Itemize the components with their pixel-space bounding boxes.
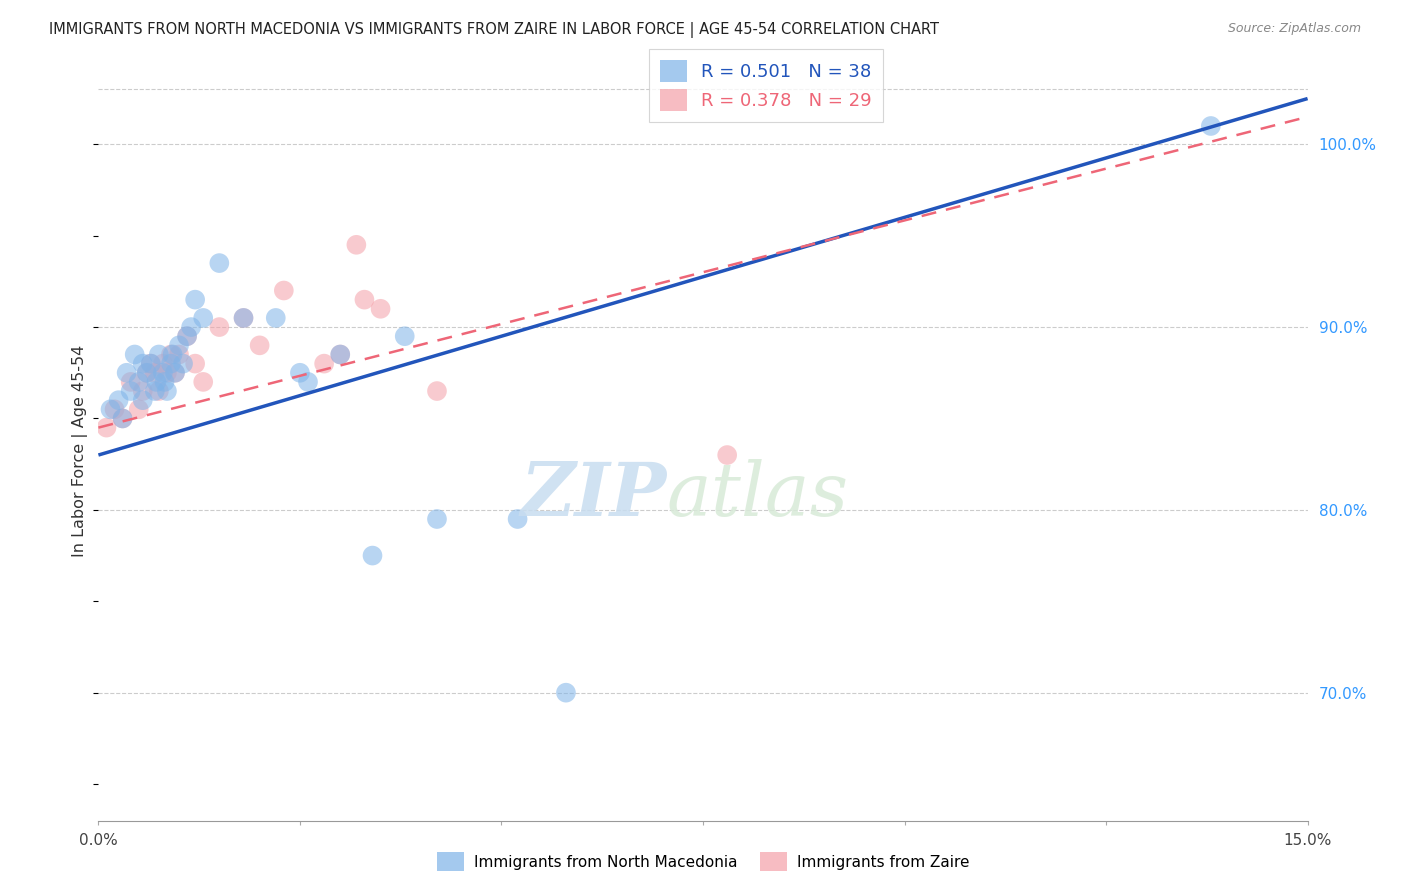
Point	[135, 366, 157, 380]
Text: IMMIGRANTS FROM NORTH MACEDONIA VS IMMIGRANTS FROM ZAIRE IN LABOR FORCE | AGE 45: IMMIGRANTS FROM NORTH MACEDONIA VS IMMIG…	[49, 22, 939, 38]
Point	[160, 357, 183, 371]
Point	[208, 320, 231, 334]
Text: Source: ZipAtlas.com: Source: ZipAtlas.com	[1227, 22, 1361, 36]
Point	[184, 293, 207, 307]
Point	[394, 329, 416, 343]
Point	[143, 366, 166, 380]
Point	[107, 393, 129, 408]
Point	[273, 284, 295, 298]
Point	[160, 347, 183, 361]
Legend: R = 0.501   N = 38, R = 0.378   N = 29: R = 0.501 N = 38, R = 0.378 N = 29	[648, 49, 883, 122]
Point	[193, 310, 215, 325]
Point	[176, 329, 198, 343]
Point	[180, 320, 202, 334]
Point	[145, 375, 167, 389]
Point	[1199, 119, 1222, 133]
Point	[163, 366, 186, 380]
Point	[120, 384, 142, 398]
Point	[370, 301, 392, 316]
Point	[176, 329, 198, 343]
Point	[103, 402, 125, 417]
Point	[172, 357, 194, 371]
Point	[167, 338, 190, 352]
Point	[148, 384, 170, 398]
Point	[124, 347, 146, 361]
Point	[329, 347, 352, 361]
Point	[716, 448, 738, 462]
Text: atlas: atlas	[666, 458, 849, 531]
Point	[111, 411, 134, 425]
Point	[143, 384, 166, 398]
Point	[314, 357, 336, 371]
Point	[153, 375, 176, 389]
Point	[232, 310, 254, 325]
Point	[426, 512, 449, 526]
Text: ZIP: ZIP	[520, 458, 666, 531]
Point	[156, 384, 179, 398]
Point	[249, 338, 271, 352]
Point	[132, 357, 155, 371]
Point	[148, 347, 170, 361]
Point	[344, 237, 367, 252]
Point	[163, 366, 186, 380]
Point	[152, 357, 174, 371]
Point	[139, 357, 162, 371]
Point	[115, 366, 138, 380]
Legend: Immigrants from North Macedonia, Immigrants from Zaire: Immigrants from North Macedonia, Immigra…	[430, 847, 976, 877]
Point	[232, 310, 254, 325]
Point	[139, 357, 162, 371]
Y-axis label: In Labor Force | Age 45-54: In Labor Force | Age 45-54	[72, 344, 87, 557]
Point	[96, 420, 118, 434]
Point	[167, 347, 190, 361]
Point	[361, 549, 384, 563]
Point	[111, 411, 134, 425]
Point	[264, 310, 287, 325]
Point	[120, 375, 142, 389]
Point	[353, 293, 375, 307]
Point	[208, 256, 231, 270]
Point	[156, 366, 179, 380]
Point	[100, 402, 122, 417]
Point	[152, 366, 174, 380]
Point	[128, 402, 150, 417]
Point	[426, 384, 449, 398]
Point	[135, 366, 157, 380]
Point	[162, 347, 184, 361]
Point	[288, 366, 311, 380]
Point	[297, 375, 319, 389]
Point	[132, 393, 155, 408]
Point	[193, 375, 215, 389]
Point	[329, 347, 352, 361]
Point	[506, 512, 529, 526]
Point	[555, 686, 578, 700]
Point	[132, 384, 155, 398]
Point	[128, 375, 150, 389]
Point	[184, 357, 207, 371]
